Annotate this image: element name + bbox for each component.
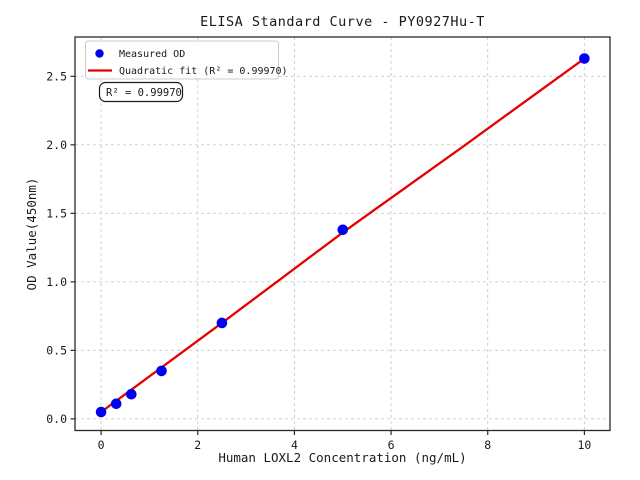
legend-label-measured: Measured OD xyxy=(119,49,185,60)
fit-line xyxy=(99,57,586,414)
r-squared-text: R² = 0.99970 xyxy=(106,87,182,99)
x-tick-label: 6 xyxy=(388,438,395,452)
chart-title: ELISA Standard Curve - PY0927Hu-T xyxy=(200,14,485,30)
x-tick-label: 8 xyxy=(484,438,491,452)
data-series xyxy=(95,53,590,418)
y-tick-label: 0.5 xyxy=(46,343,67,357)
data-point xyxy=(156,365,167,377)
data-point xyxy=(95,406,107,418)
x-tick-label: 2 xyxy=(194,438,201,452)
legend-label-fit: Quadratic fit (R² = 0.99970) xyxy=(119,66,288,77)
x-tick-label: 4 xyxy=(291,438,298,452)
data-point xyxy=(579,53,590,64)
data-point xyxy=(337,224,349,236)
legend-box xyxy=(85,40,279,80)
r-squared-annotation: R² = 0.99970 xyxy=(98,81,184,103)
x-axis-label: Human LOXL2 Concentration (ng/mL) xyxy=(218,450,466,465)
y-axis-label: OD Value(450nm) xyxy=(24,178,39,291)
gridlines xyxy=(75,37,610,431)
r-squared-box xyxy=(98,81,184,103)
axis-tick-marks xyxy=(70,75,585,435)
y-tick-label: 2.5 xyxy=(46,69,67,83)
legend: Measured OD Quadratic fit (R² = 0.99970) xyxy=(85,40,288,80)
x-tick-label: 10 xyxy=(577,438,591,452)
data-point xyxy=(110,398,122,410)
y-tick-label: 1.0 xyxy=(46,275,67,289)
y-tick-label: 2.0 xyxy=(46,138,67,152)
y-tick-label: 0.0 xyxy=(46,412,67,426)
plot-area-border xyxy=(74,36,611,432)
legend-marker-measured-icon xyxy=(95,49,104,58)
data-point xyxy=(216,317,228,329)
y-tick-label: 1.5 xyxy=(46,206,67,220)
x-tick-label: 0 xyxy=(98,438,105,452)
axis-tick-labels: 0 2 4 6 8 10 0.0 0.5 1.0 1.5 2.0 2.5 xyxy=(46,69,591,452)
data-point xyxy=(126,388,137,400)
